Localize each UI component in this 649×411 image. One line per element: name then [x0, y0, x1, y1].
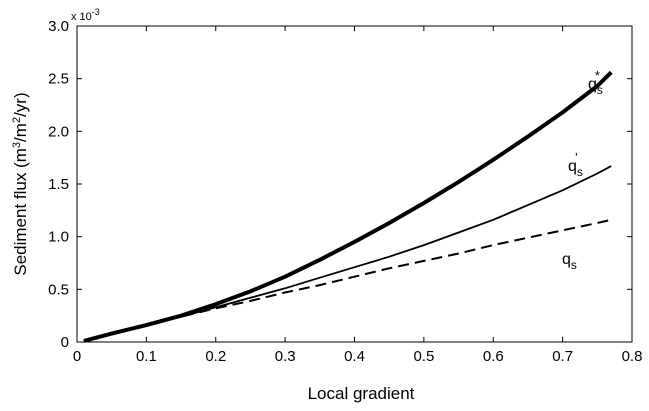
series-line-2 [83, 218, 612, 342]
y-tick-label: 2.0 [48, 123, 69, 140]
y-tick-label: 0.5 [48, 281, 69, 298]
series-label-0: qs* [588, 68, 603, 97]
plot-frame [76, 25, 633, 343]
x-tick-label: 0.5 [413, 348, 434, 365]
series-line-1 [83, 165, 612, 342]
x-tick-label: 0.4 [344, 348, 365, 365]
series-lines [83, 70, 613, 343]
x-tick-label: 0.3 [275, 348, 296, 365]
y-tick-label: 3.0 [48, 18, 69, 35]
x-tick-label: 0.6 [483, 348, 504, 365]
y-tick-label: 2.5 [48, 71, 69, 88]
y-axis-multiplier: x 10-3 [71, 7, 100, 23]
series-label-2: qs [562, 251, 577, 272]
series-line-0 [83, 70, 613, 343]
y-tick-label: 1.5 [48, 176, 69, 193]
x-axis-label: Local gradient [308, 384, 415, 403]
x-tick-label: 0.8 [622, 348, 643, 365]
series-label-1: qs’ [568, 150, 583, 179]
y-tick-label: 0 [61, 334, 69, 351]
x-tick-label: 0.1 [136, 348, 157, 365]
x-tick-label: 0.2 [205, 348, 226, 365]
series-labels: qs* qs’ qs [562, 68, 603, 272]
y-axis-ticks: 0 0.5 1.0 1.5 2.0 2.5 3.0 [48, 18, 632, 351]
y-tick-label: 1.0 [48, 229, 69, 246]
x-tick-label: 0 [73, 348, 81, 365]
x-axis-ticks: 0 0.1 0.2 0.3 0.4 0.5 0.6 0.7 0.8 [73, 26, 643, 365]
y-axis-label: Sediment flux (m3/m2/yr) [11, 92, 30, 275]
x-tick-label: 0.7 [552, 348, 573, 365]
